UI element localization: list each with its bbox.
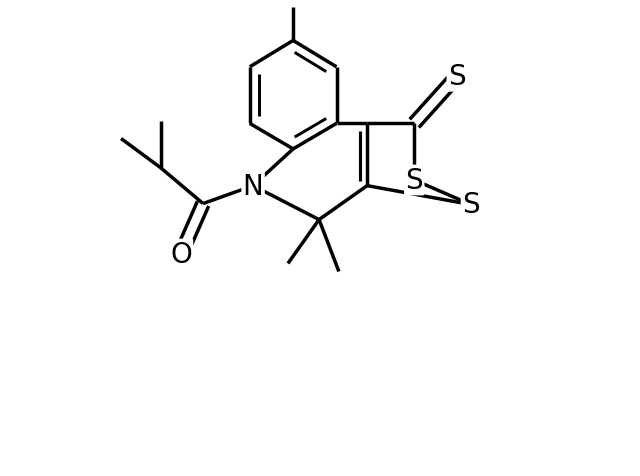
Text: S: S (406, 167, 423, 195)
Text: S: S (462, 191, 479, 219)
Text: N: N (243, 172, 264, 200)
Text: S: S (448, 63, 465, 91)
Text: O: O (170, 240, 192, 268)
